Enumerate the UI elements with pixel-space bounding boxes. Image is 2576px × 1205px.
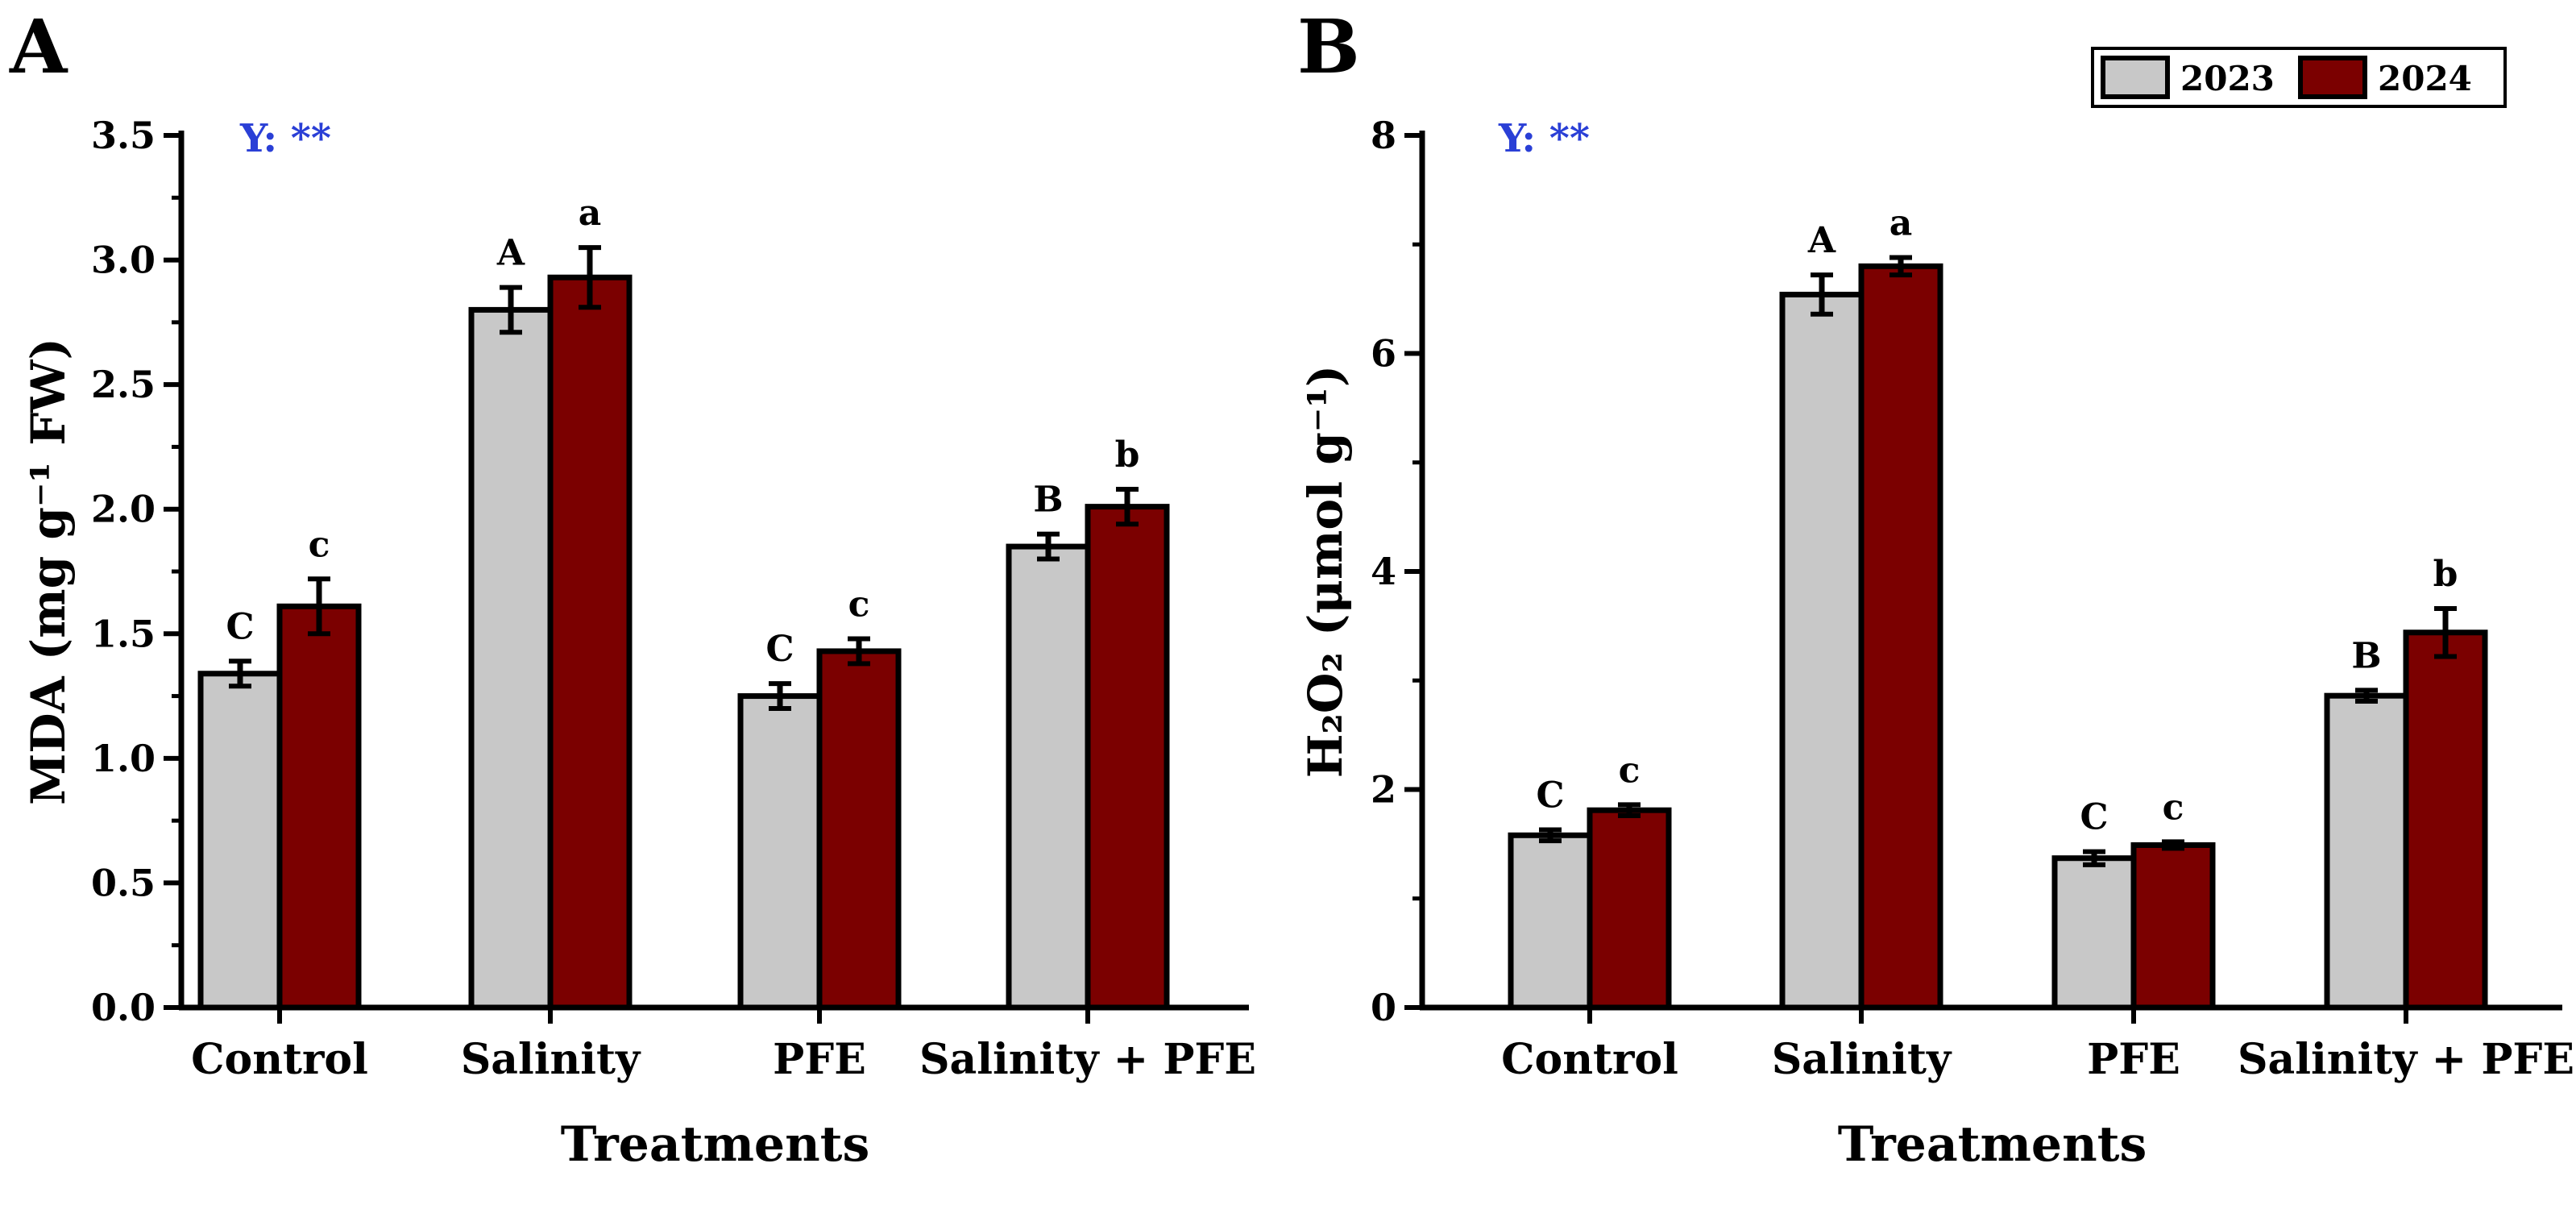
panel-b: B Y: ** C A C Bc a c b 0 2 4 6 8 Control Salinity PFE Sal… bbox=[1297, 3, 2574, 1173]
significance-letter: C bbox=[2080, 797, 2108, 838]
y-tick-label: 2 bbox=[1371, 768, 1396, 812]
significance-letter: A bbox=[496, 233, 525, 274]
bar bbox=[737, 693, 823, 1011]
bar bbox=[1006, 543, 1091, 1011]
significance-letter: c bbox=[309, 524, 330, 565]
y-tick-label: 6 bbox=[1371, 332, 1396, 376]
significance-letter: C bbox=[1536, 775, 1564, 816]
category-label: PFE bbox=[773, 1035, 866, 1084]
category-label: PFE bbox=[2087, 1035, 2180, 1084]
y-tick-label: 3.0 bbox=[91, 239, 156, 282]
panel-a: A Y: ** C A C Bc a c b 0.0 0.5 1.0 1.5 2.0 2.5 3.0 3.5 Co… bbox=[9, 3, 1256, 1173]
bar bbox=[1858, 263, 1943, 1011]
bar bbox=[816, 648, 902, 1011]
y-tick-label: 3.5 bbox=[91, 114, 156, 157]
bar bbox=[1085, 504, 1170, 1011]
y-tick-label: 2.0 bbox=[91, 488, 156, 531]
x-axis-title: Treatments bbox=[1838, 1116, 2147, 1173]
significance-letter: B bbox=[1033, 480, 1063, 521]
legend-label: 2023 bbox=[2180, 59, 2275, 98]
bar bbox=[1779, 291, 1865, 1011]
significance-letter: c bbox=[1619, 750, 1641, 791]
bar bbox=[2403, 630, 2488, 1011]
significance-letter: A bbox=[1807, 220, 1836, 261]
significance-letter: b bbox=[2433, 554, 2458, 595]
bar bbox=[2324, 692, 2409, 1011]
panel-letter: A bbox=[9, 3, 68, 90]
bar bbox=[2130, 841, 2216, 1011]
significance-letter: b bbox=[1115, 434, 1140, 476]
y-tick-label: 4 bbox=[1371, 550, 1396, 593]
y-axis-title: H₂O₂ (μmol g⁻¹) bbox=[1298, 365, 1353, 779]
bar bbox=[1587, 807, 1672, 1011]
significance-letter: C bbox=[765, 629, 794, 670]
category-label: Salinity + PFE bbox=[2238, 1035, 2574, 1084]
panel-letter: B bbox=[1297, 3, 1360, 90]
significance-letter: a bbox=[1889, 202, 1913, 243]
category-label: Control bbox=[191, 1035, 368, 1084]
y-tick-label: 1.5 bbox=[91, 612, 156, 655]
legend-label: 2024 bbox=[2378, 59, 2472, 98]
significance-letter: c bbox=[2163, 787, 2184, 828]
significance-letter: B bbox=[2351, 635, 2381, 676]
bar bbox=[547, 274, 633, 1011]
legend-swatch bbox=[2298, 56, 2367, 99]
y-tick-label: 8 bbox=[1371, 114, 1396, 157]
significance-letter: c bbox=[848, 584, 870, 625]
x-axis-title: Treatments bbox=[561, 1116, 869, 1173]
bar bbox=[2051, 855, 2137, 1011]
category-label: Salinity + PFE bbox=[919, 1035, 1256, 1084]
legend-swatch bbox=[2101, 56, 2170, 99]
y-tick-label: 2.5 bbox=[91, 363, 156, 406]
y-tick-label: 0.5 bbox=[91, 861, 156, 904]
y-tick-label: 0.0 bbox=[91, 986, 156, 1029]
y-tick-label: 1.0 bbox=[91, 737, 156, 780]
category-label: Salinity bbox=[1772, 1035, 1952, 1084]
year-significance-note: Y: ** bbox=[1498, 116, 1590, 161]
y-axis-title: MDA (mg g⁻¹ FW) bbox=[21, 338, 76, 805]
y-tick-label: 0 bbox=[1371, 986, 1396, 1029]
bar bbox=[468, 306, 554, 1011]
bar bbox=[197, 671, 283, 1011]
year-significance-note: Y: ** bbox=[239, 116, 331, 161]
bar bbox=[1508, 832, 1593, 1011]
category-label: Control bbox=[1501, 1035, 1678, 1084]
category-label: Salinity bbox=[461, 1035, 641, 1084]
legend: 2023 2024 bbox=[2091, 47, 2507, 108]
significance-letter: C bbox=[226, 606, 254, 647]
bar bbox=[276, 603, 362, 1011]
significance-letter: a bbox=[579, 193, 602, 234]
